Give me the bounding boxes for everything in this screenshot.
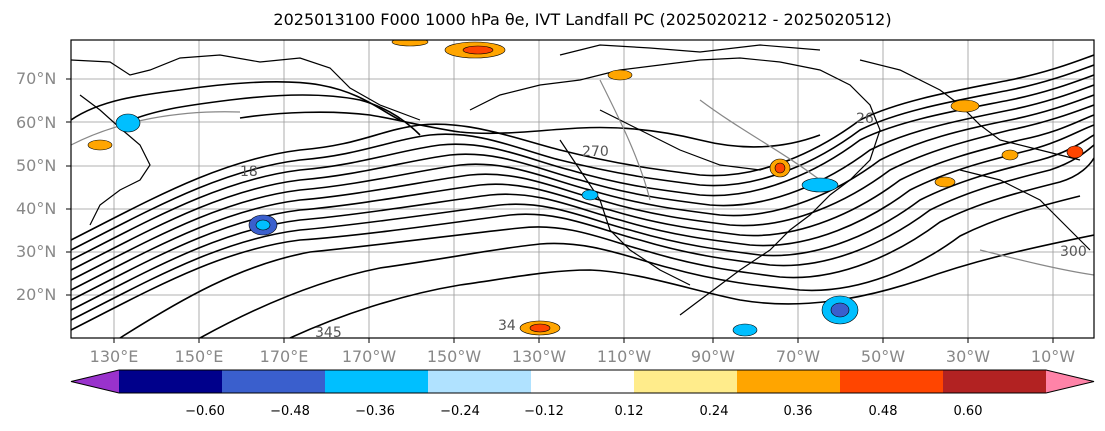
colorbar-segment <box>840 370 944 393</box>
colorbar-segment <box>943 370 1047 393</box>
colorbar-segment <box>119 370 223 393</box>
colorbar-segment <box>531 370 635 393</box>
lat-label-30n: 30°N <box>16 242 57 261</box>
theta-e-contours <box>71 54 1094 338</box>
contour-labels: 345 34 270 18 26 300 <box>240 111 1087 341</box>
colorbar-tick: −0.48 <box>270 404 310 419</box>
colorbar-tick: 0.60 <box>953 404 983 419</box>
lon-label-150e: 150°E <box>174 347 224 366</box>
lat-label-20n: 20°N <box>16 285 57 304</box>
colorbar-segment <box>737 370 841 393</box>
colorbar-extend-low <box>71 370 119 393</box>
lat-label-70n: 70°N <box>16 69 57 88</box>
lon-label-10w: 10°W <box>1030 347 1076 366</box>
colorbar-tick: −0.12 <box>524 404 564 419</box>
contour-label-18: 18 <box>240 164 258 180</box>
colorbar-tick: 0.36 <box>783 404 813 419</box>
colorbar-extend-high <box>1046 370 1094 393</box>
axis-ticks <box>66 78 1054 343</box>
lon-label-150w: 150°W <box>426 347 482 366</box>
colorbar-outline <box>70 369 1095 394</box>
map-title: 2025013100 F000 1000 hPa θe, IVT Landfal… <box>273 10 892 29</box>
map-plot-area: 345 34 270 18 26 300 <box>71 40 1094 341</box>
background-contours <box>71 79 1094 276</box>
contour-label-26: 26 <box>856 111 874 127</box>
contour-label-34: 34 <box>498 318 516 334</box>
colorbar-tick: 0.48 <box>868 404 898 419</box>
colorbar <box>70 369 1095 394</box>
lon-label-130e: 130°E <box>89 347 139 366</box>
contour-label-345: 345 <box>315 325 342 341</box>
lon-label-170e: 170°E <box>259 347 309 366</box>
colorbar-tick: 0.12 <box>614 404 644 419</box>
lat-label-40n: 40°N <box>16 199 57 218</box>
lon-label-70w: 70°W <box>775 347 821 366</box>
colorbar-segment <box>634 370 738 393</box>
lat-label-50n: 50°N <box>16 156 57 175</box>
colorbar-tick: 0.24 <box>699 404 729 419</box>
lon-label-130w: 130°W <box>511 347 567 366</box>
contour-label-270: 270 <box>582 144 609 160</box>
lon-label-90w: 90°W <box>690 347 736 366</box>
lat-label-60n: 60°N <box>16 113 57 132</box>
lon-label-110w: 110°W <box>596 347 652 366</box>
map-frame <box>70 39 1095 339</box>
ivt-pc-shading <box>87 40 1084 337</box>
colorbar-segment <box>325 370 429 393</box>
colorbar-tick: −0.36 <box>355 404 395 419</box>
contour-label-300: 300 <box>1060 244 1087 260</box>
colorbar-tick: −0.24 <box>440 404 480 419</box>
colorbar-tick: −0.60 <box>185 404 225 419</box>
lon-label-50w: 50°W <box>860 347 906 366</box>
colorbar-segment <box>428 370 532 393</box>
lon-label-170w: 170°W <box>341 347 397 366</box>
lon-label-30w: 30°W <box>945 347 991 366</box>
colorbar-segment <box>222 370 326 393</box>
